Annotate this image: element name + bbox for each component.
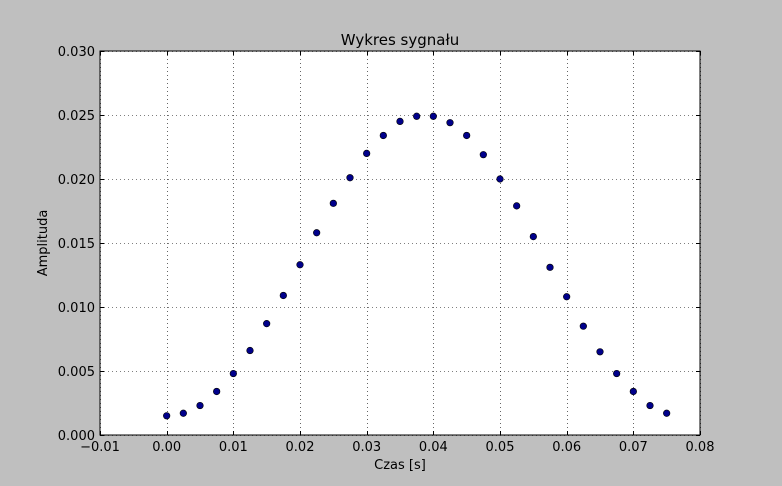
data-point	[479, 151, 487, 159]
data-point	[363, 149, 371, 157]
y-tick-label: 0.005	[58, 365, 95, 380]
data-point	[563, 293, 571, 301]
data-point	[396, 117, 404, 125]
axis-ticks: −0.01 0.00 0.01 0.02 0.03 0.04 0.05 0.06 0.07 0.0…	[58, 45, 715, 455]
data-point	[579, 322, 587, 330]
chart-title: Wykres sygnału	[341, 31, 459, 49]
x-tick-label: −0.01	[80, 440, 120, 455]
x-tick-label: 0.03	[352, 440, 381, 455]
y-tick-label: 0.030	[58, 45, 95, 60]
data-point	[413, 112, 421, 120]
x-tick-label: 0.05	[486, 440, 515, 455]
x-tick-label: 0.07	[619, 440, 648, 455]
data-points	[163, 112, 671, 420]
x-axis-label: Czas [s]	[374, 458, 426, 473]
plot-area	[100, 51, 700, 435]
data-point	[596, 348, 604, 356]
data-point	[429, 112, 437, 120]
y-tick-label: 0.025	[58, 109, 95, 124]
data-point	[663, 409, 671, 417]
data-point	[446, 119, 454, 127]
y-tick-label: 0.010	[58, 301, 95, 316]
data-point	[463, 131, 471, 140]
x-tick-label: 0.06	[552, 440, 581, 455]
data-point	[279, 291, 287, 300]
data-point	[646, 401, 654, 410]
x-tick-label: 0.08	[686, 440, 715, 455]
y-axis-label: Amplituda	[36, 210, 51, 277]
data-point	[196, 401, 204, 410]
data-point	[346, 174, 354, 182]
data-point	[546, 263, 554, 271]
x-tick-label: 0.01	[219, 440, 248, 455]
x-tick-label: 0.04	[419, 440, 448, 455]
data-point	[246, 346, 254, 355]
data-point	[379, 131, 387, 140]
y-tick-label: 0.015	[58, 237, 95, 252]
data-point	[263, 320, 271, 328]
x-tick-label: 0.02	[286, 440, 315, 455]
data-point	[529, 233, 537, 241]
y-tick-label: 0.000	[58, 429, 95, 444]
data-point	[229, 369, 237, 378]
data-point	[179, 409, 187, 417]
data-point	[629, 387, 637, 396]
data-point	[329, 199, 337, 207]
y-tick-label: 0.020	[58, 173, 95, 188]
data-point	[296, 261, 304, 269]
data-point	[313, 229, 321, 237]
data-point	[496, 175, 504, 183]
data-point	[613, 369, 621, 378]
x-tick-label: 0.00	[152, 440, 181, 455]
data-point	[513, 202, 521, 210]
data-point	[163, 412, 171, 420]
data-point	[213, 387, 221, 396]
